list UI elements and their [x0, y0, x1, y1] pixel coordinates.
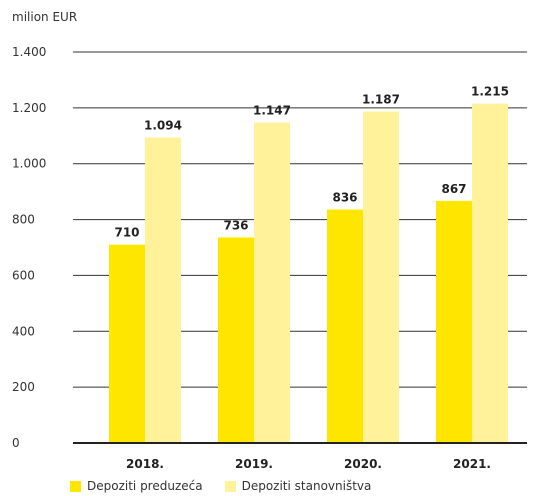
y-tick-label-600: 600 [12, 268, 35, 282]
chart-legend: Depoziti preduzeća Depoziti stanovništva [70, 479, 371, 493]
data-label-depoziti-preduzeca-2019: 736 [223, 218, 248, 232]
bar-depoziti-stanovnistva-2019 [254, 122, 290, 443]
x-category-label-2018: 2018. [126, 457, 164, 471]
y-tick-label-400: 400 [12, 324, 35, 338]
data-label-depoziti-stanovnistva-2018: 1.094 [144, 118, 182, 132]
y-tick-label-1400: 1.400 [12, 45, 46, 59]
data-label-depoziti-preduzeca-2021: 867 [441, 182, 466, 196]
y-axis-unit-label: milion EUR [12, 10, 78, 24]
bar-depoziti-stanovnistva-2018 [145, 137, 181, 443]
x-category-label-2020: 2020. [344, 457, 382, 471]
legend-label-household-deposits: Depoziti stanovništva [241, 479, 372, 493]
x-category-label-2019: 2019. [235, 457, 273, 471]
bar-depoziti-stanovnistva-2021 [472, 103, 508, 444]
y-tick-label-200: 200 [12, 380, 35, 394]
legend-swatch-household-deposits [224, 480, 236, 492]
bar-depoziti-stanovnistva-2020 [363, 111, 399, 443]
legend-item-enterprise-deposits: Depoziti preduzeća [70, 479, 203, 493]
legend-label-enterprise-deposits: Depoziti preduzeća [87, 479, 203, 493]
bar-depoziti-preduzeca-2018 [109, 244, 145, 443]
y-tick-label-800: 800 [12, 213, 35, 227]
legend-swatch-enterprise-deposits [70, 480, 81, 492]
y-tick-label-0: 0 [12, 436, 20, 450]
bar-depoziti-preduzeca-2019 [218, 237, 254, 443]
y-tick-label-1200: 1.200 [12, 101, 46, 115]
y-tick-label-1000: 1.000 [12, 157, 46, 171]
data-label-depoziti-stanovnistva-2020: 1.187 [362, 92, 400, 106]
data-label-depoziti-stanovnistva-2019: 1.147 [253, 104, 291, 118]
bar-depoziti-preduzeca-2020 [327, 209, 363, 443]
data-label-depoziti-stanovnistva-2021: 1.215 [471, 85, 509, 99]
bar-depoziti-preduzeca-2021 [436, 200, 472, 443]
x-category-label-2021: 2021. [453, 457, 491, 471]
data-label-depoziti-preduzeca-2020: 836 [332, 191, 357, 205]
legend-item-household-deposits: Depoziti stanovništva [224, 479, 372, 493]
data-label-depoziti-preduzeca-2018: 710 [114, 226, 139, 240]
